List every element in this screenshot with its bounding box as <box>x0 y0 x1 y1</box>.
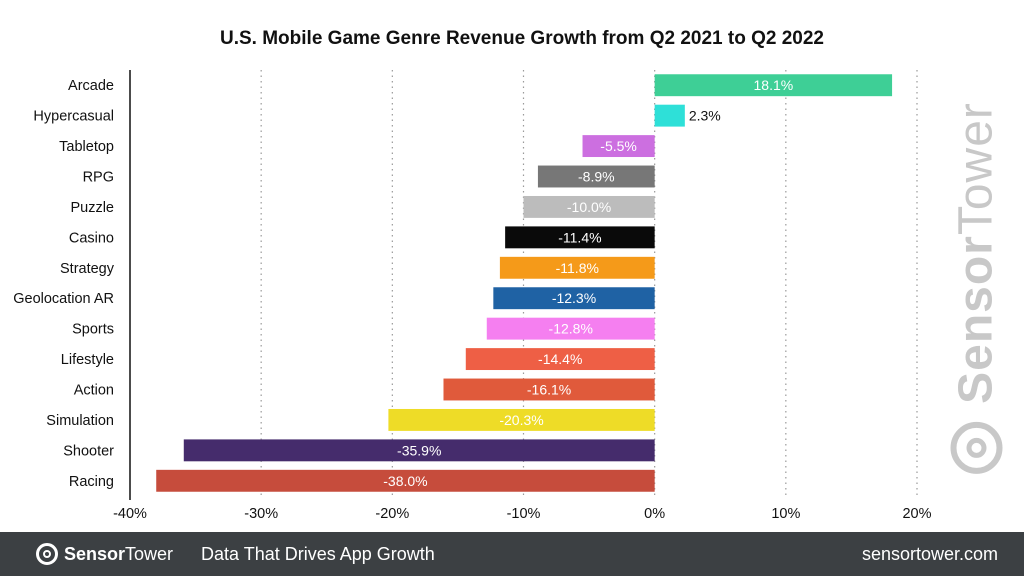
category-label: Casino <box>69 230 114 246</box>
category-label: Arcade <box>68 78 114 94</box>
bar-puzzle <box>523 195 655 218</box>
bar-arcade <box>654 74 893 97</box>
x-tick-label: -40% <box>113 506 147 522</box>
category-label: RPG <box>83 170 114 186</box>
category-label: Racing <box>69 474 114 490</box>
footer-tagline: Data That Drives App Growth <box>201 543 435 564</box>
bar-rpg <box>537 165 655 188</box>
data-label: -8.9% <box>578 169 615 185</box>
category-label: Lifestyle <box>61 352 114 368</box>
data-label: 2.3% <box>689 108 721 124</box>
data-label: -12.3% <box>552 290 596 306</box>
category-label: Tabletop <box>59 139 114 155</box>
category-label: Puzzle <box>70 200 114 216</box>
x-tick-label: 20% <box>902 506 931 522</box>
bar-strategy <box>499 256 655 279</box>
watermark-text-bold: Sensor <box>949 235 1003 404</box>
bar-lifestyle <box>465 348 655 371</box>
x-tick-label: 0% <box>644 506 665 522</box>
data-label: -35.9% <box>397 442 441 458</box>
bar-geolocation-ar <box>493 287 655 310</box>
footer-bar: Sensor Tower Data That Drives App Growth … <box>0 532 1024 576</box>
data-label: -5.5% <box>600 138 637 154</box>
category-label: Hypercasual <box>33 109 114 125</box>
bar-sports <box>486 317 655 340</box>
footer-brand-light: Tower <box>125 543 174 564</box>
category-label: Simulation <box>46 413 114 429</box>
data-label: -16.1% <box>527 382 571 398</box>
sensortower-watermark: Sensor Tower <box>949 102 1004 474</box>
x-tick-label: -20% <box>375 506 409 522</box>
bar-simulation <box>388 408 655 431</box>
bar-hypercasual <box>654 104 685 127</box>
category-label: Shooter <box>63 443 114 459</box>
sensortower-logo-icon <box>950 421 1002 474</box>
data-label: -10.0% <box>567 199 611 215</box>
footer-logo: Sensor Tower <box>36 543 173 565</box>
data-label: 18.1% <box>754 77 794 93</box>
bar-chart: 18.1% Arcade 2.3% Hypercasual -5.5% Tabletop -… <box>13 70 932 522</box>
data-label: -14.4% <box>538 351 582 367</box>
category-label: Sports <box>72 322 114 338</box>
sensortower-logo-icon <box>36 543 58 565</box>
footer-url[interactable]: sensortower.com <box>861 543 998 564</box>
bar-racing <box>156 469 655 492</box>
bar-shooter <box>183 439 655 462</box>
bar-tabletop <box>582 135 655 158</box>
data-label: -11.4% <box>558 229 601 245</box>
footer-brand-bold: Sensor <box>64 543 126 564</box>
data-label: -38.0% <box>383 473 427 489</box>
data-label: -20.3% <box>499 412 543 428</box>
data-label: -12.8% <box>549 321 593 337</box>
chart-title: U.S. Mobile Game Genre Revenue Growth fr… <box>220 28 824 49</box>
x-tick-label: -10% <box>507 506 541 522</box>
category-label: Strategy <box>60 261 115 277</box>
data-label: -11.8% <box>556 260 599 276</box>
category-label: Geolocation AR <box>13 291 114 307</box>
watermark-text-light: Tower <box>949 102 1003 236</box>
bar-action <box>443 378 655 401</box>
category-label: Action <box>74 383 114 399</box>
x-tick-label: -30% <box>244 506 278 522</box>
x-tick-label: 10% <box>771 506 800 522</box>
bar-casino <box>505 226 655 249</box>
